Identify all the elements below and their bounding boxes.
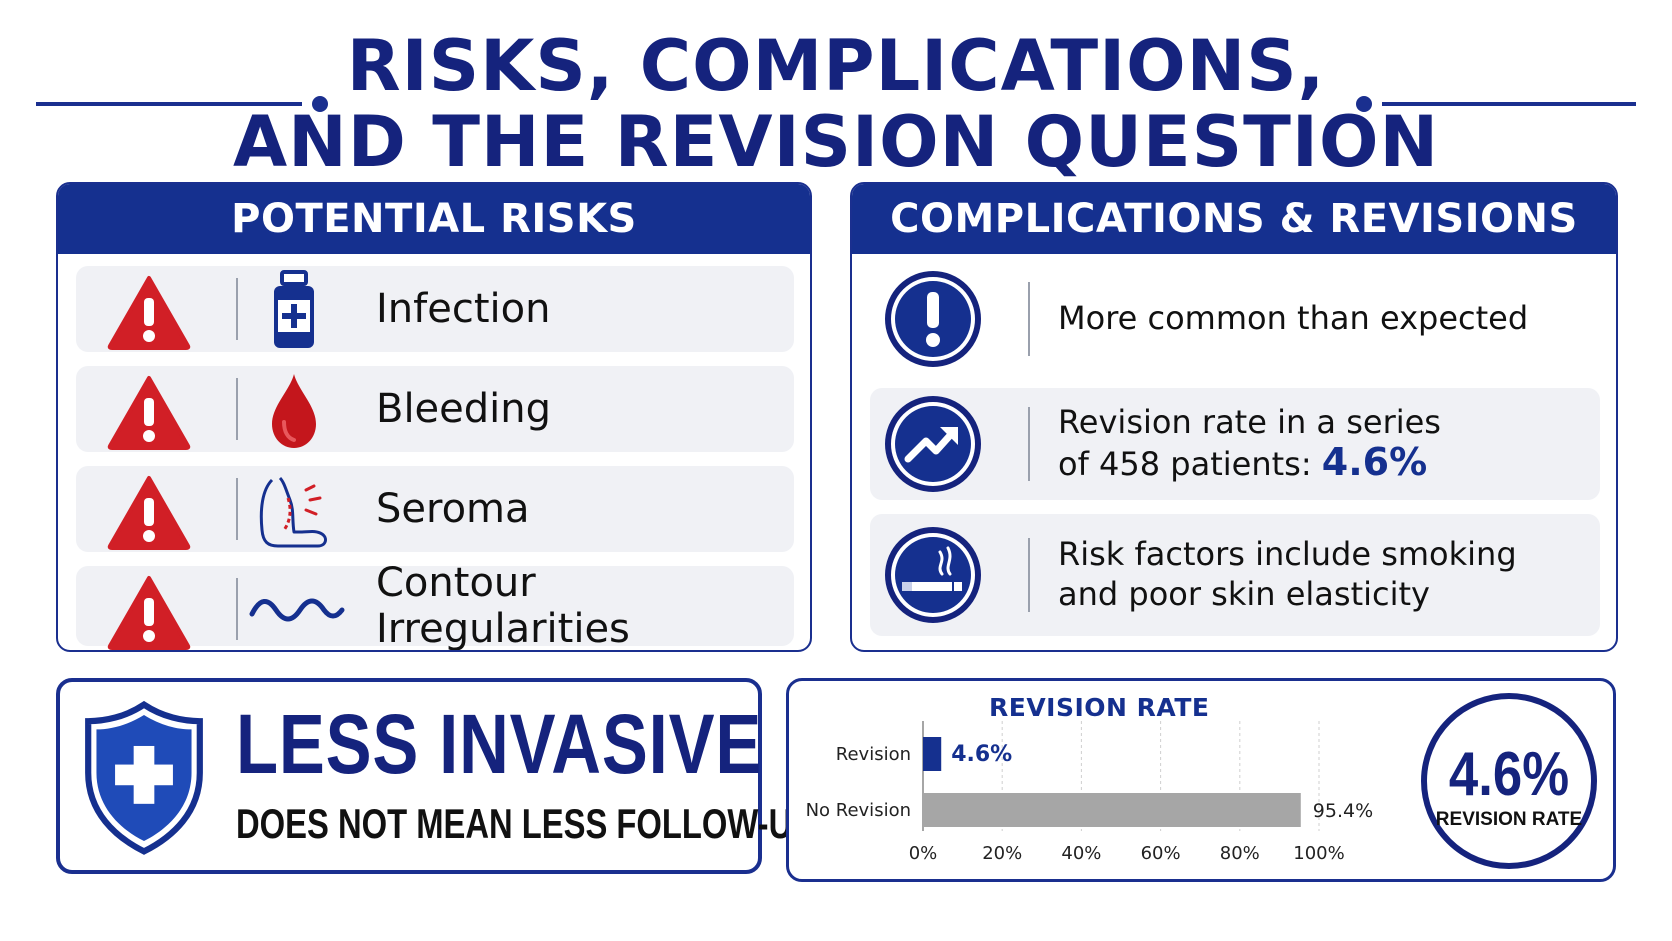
complication-text: More common than expected <box>1058 299 1529 337</box>
complication-text-line1: Revision rate in a series <box>1058 403 1441 441</box>
chart-x-tick-label: 80% <box>1220 843 1260 864</box>
title-left-dot <box>312 96 328 112</box>
revision-rate-highlight: 4.6% <box>1321 440 1428 484</box>
complication-text: Risk factors include smoking and poor sk… <box>1058 534 1517 614</box>
smoking-icon <box>885 527 981 623</box>
complication-text-line1: Risk factors include smoking <box>1058 535 1517 573</box>
swollen-arm-icon <box>259 476 327 548</box>
risk-row-contour-irregularities: Contour Irregularities <box>76 560 794 652</box>
blood-drop-icon <box>272 374 316 448</box>
potential-risks-panel: POTENTIAL RISKS Infection Bleeding <box>56 182 812 652</box>
warning-triangle-icon <box>107 276 191 350</box>
risk-row-bleeding: Bleeding <box>76 366 794 452</box>
complication-text-line2: and poor skin elasticity <box>1058 575 1430 613</box>
chart-x-tick-label: 100% <box>1293 843 1344 864</box>
complications-revisions-header: COMPLICATIONS & REVISIONS <box>852 184 1616 254</box>
warning-triangle-icon <box>107 576 191 650</box>
complications-revisions-panel: COMPLICATIONS & REVISIONS More common th… <box>850 182 1618 652</box>
shield-cross-icon <box>85 700 203 855</box>
revision-rate-summary-value: 4.6% <box>1448 740 1570 809</box>
title-left-rule <box>36 102 302 106</box>
complication-text-line2-main: of 458 patients: <box>1058 445 1312 483</box>
chart-category-label: Revision <box>836 744 911 765</box>
callout-subtitle: DOES NOT MEAN LESS FOLLOW-UP <box>236 800 815 847</box>
complication-row-revision-rate: Revision rate in a series of 458 patient… <box>870 388 1600 500</box>
warning-triangle-icon <box>107 376 191 450</box>
exclamation-icon <box>885 271 981 367</box>
risk-label: Bleeding <box>376 386 552 432</box>
risk-label: Contour Irregularities <box>376 560 630 652</box>
complication-row-common: More common than expected <box>870 262 1600 378</box>
less-invasive-callout: LESS INVASIVE DOES NOT MEAN LESS FOLLOW-… <box>56 678 814 874</box>
chart-x-tick-label: 60% <box>1141 843 1181 864</box>
chart-data-label: 95.4% <box>1313 800 1373 822</box>
revision-rate-bar-chart: 0% 20% 40% 60% 80% 100% Revision 4.6% No Revisio… <box>806 721 1373 864</box>
chart-data-label: 4.6% <box>951 742 1012 767</box>
wavy-line-icon <box>249 598 345 622</box>
title-right-dot <box>1356 96 1372 112</box>
medicine-bottle-icon <box>274 270 314 348</box>
complication-text: Revision rate in a series of 458 patient… <box>1058 402 1441 484</box>
risk-separator <box>236 478 238 540</box>
page-title-line1: RISKS, COMPLICATIONS, <box>346 25 1326 107</box>
revision-rate-summary-label: REVISION RATE <box>1435 809 1583 830</box>
complication-row-risk-factors: Risk factors include smoking and poor sk… <box>870 514 1600 636</box>
callout-title: LESS INVASIVE <box>236 697 763 791</box>
risk-separator <box>236 278 238 340</box>
risk-label: Seroma <box>376 486 530 532</box>
chart-x-tick-label: 20% <box>982 843 1022 864</box>
risk-label: Infection <box>376 286 551 332</box>
risk-separator <box>236 578 238 640</box>
complication-text-line2: of 458 patients: 4.6% <box>1058 442 1441 484</box>
chart-x-tick-label: 40% <box>1061 843 1101 864</box>
potential-risks-header: POTENTIAL RISKS <box>58 184 810 254</box>
revision-rate-chart-panel: REVISION RATE 0% 20% 40% 60% 80% 100% Revision… <box>786 678 1616 882</box>
chart-bar <box>923 737 942 771</box>
warning-triangle-icon <box>107 476 191 550</box>
risk-row-seroma: Seroma <box>76 466 794 552</box>
trend-up-icon <box>885 396 981 492</box>
complication-separator <box>1028 282 1030 356</box>
chart-title: REVISION RATE <box>989 693 1210 722</box>
risk-row-infection: Infection <box>76 266 794 352</box>
chart-category-label: No Revision <box>806 800 911 821</box>
complication-separator <box>1028 407 1030 481</box>
chart-x-tick-label: 0% <box>909 843 938 864</box>
title-right-rule <box>1382 102 1636 106</box>
complication-separator <box>1028 538 1030 612</box>
title-area: RISKS, COMPLICATIONS, AND THE REVISION Q… <box>0 20 1672 180</box>
revision-rate-summary-circle: 4.6% REVISION RATE <box>1421 693 1597 869</box>
chart-bar <box>923 793 1301 827</box>
risk-separator <box>236 378 238 440</box>
page-title-line2: AND THE REVISION QUESTION <box>232 101 1440 183</box>
